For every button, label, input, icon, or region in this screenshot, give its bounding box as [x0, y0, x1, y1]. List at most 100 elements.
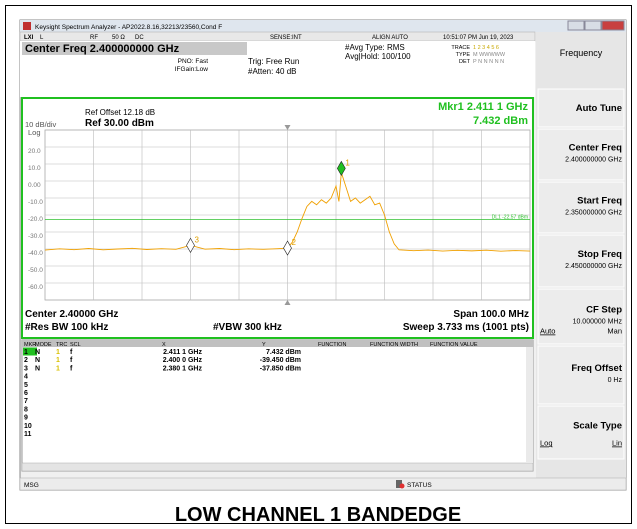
softkey-label: Center Freq: [569, 143, 623, 154]
vbw: #VBW 300 kHz: [213, 322, 282, 333]
y-tick-label: -60.0: [28, 284, 43, 291]
ifgain: IFGain:Low: [175, 66, 209, 73]
softkey-panel: Frequency Auto Tune Center Freq 2.400000000…: [536, 32, 626, 478]
table-cell: 5: [24, 382, 28, 389]
avg-type: #Avg Type: RMS: [345, 43, 405, 52]
toolbar-item: RF: [90, 35, 98, 41]
softkey-value: 2.350000000 GHz: [565, 210, 622, 217]
column-header: FUNCTION WIDTH: [370, 342, 418, 348]
table-cell: 9: [24, 415, 28, 422]
table-cell: f: [70, 357, 73, 364]
center-freq: Center Freq 2.400000000 GHz: [25, 43, 180, 55]
y-tick-label: 0.00: [28, 182, 41, 189]
softkey-value: 2.400000000 GHz: [565, 157, 622, 164]
column-header: FUNCTION: [318, 342, 346, 348]
status-icon: [396, 480, 402, 488]
y-tick-label: 20.0: [28, 148, 41, 155]
softkey[interactable]: [537, 234, 625, 288]
table-cell: 1: [56, 349, 60, 356]
column-header: SCL: [70, 342, 81, 348]
toolbar-item: L: [40, 35, 44, 41]
status[interactable]: STATUS: [407, 482, 432, 489]
softkey[interactable]: [537, 181, 625, 234]
rbw: #Res BW 100 kHz: [25, 322, 108, 333]
det-label: DET: [459, 59, 471, 65]
window-title: Keysight Spectrum Analyzer - AP2022.8.16…: [35, 24, 222, 31]
type-values: M WWWWW: [473, 52, 506, 58]
table-cell: 8: [24, 406, 28, 413]
toolbar-item: SENSE:INT: [270, 35, 302, 41]
toolbar-item: 50 Ω: [112, 35, 125, 41]
softkey-label: Stop Freq: [578, 249, 623, 260]
marker-level: 7.432 dBm: [473, 115, 528, 127]
table-cell: 3: [24, 365, 28, 372]
table-cell: 7.432 dBm: [266, 349, 301, 356]
softkey[interactable]: [537, 288, 625, 345]
softkey-value: 2.450000000 GHz: [565, 263, 622, 270]
plot: 20.0 10.0 0.00 -10.0 -20.0 -30.0 -40.0 -50.0 -60…: [28, 125, 531, 305]
status-icon-alert: [399, 483, 405, 489]
softkey[interactable]: [537, 128, 625, 181]
close-button[interactable]: [601, 20, 625, 31]
softkey-option[interactable]: Log: [540, 439, 553, 448]
marker-label: 1: [345, 158, 350, 167]
table-cell: 2: [24, 357, 28, 364]
table-cell: 2.400 0 GHz: [163, 357, 203, 364]
center-label: Center 2.40000 GHz: [25, 309, 118, 320]
scale-type: Log: [28, 128, 41, 137]
column-header: Y: [262, 342, 266, 348]
toolbar-item: LXI: [24, 35, 34, 41]
table-header: [22, 340, 533, 347]
graph-frame: [21, 97, 534, 339]
toolbar-item: 10:51:07 PM Jun 19, 2023: [443, 35, 514, 41]
softkey-option[interactable]: Man: [607, 327, 622, 336]
softkey-value: 0 Hz: [608, 377, 623, 384]
toolbar-item: ALIGN AUTO: [372, 35, 408, 41]
trace-label: TRACE: [451, 45, 470, 51]
softkey-option[interactable]: Auto: [540, 327, 555, 336]
scrollbar[interactable]: [21, 462, 534, 472]
table-cell: N: [35, 357, 40, 364]
avg-hold: Avg|Hold: 100/100: [345, 52, 411, 61]
maximize-button[interactable]: [584, 20, 602, 31]
marker-readout: Mkr1 2.411 1 GHz: [438, 101, 528, 113]
table-cell: 2.411 1 GHz: [163, 349, 202, 356]
app-icon: [23, 22, 31, 30]
softkey-value: 10.000000 MHz: [573, 319, 623, 326]
table-cell: 1: [56, 357, 60, 364]
minimize-button[interactable]: [567, 20, 585, 31]
span: Span 100.0 MHz: [453, 309, 529, 320]
y-tick-label: 10.0: [28, 165, 41, 172]
softkey[interactable]: [537, 405, 625, 460]
table-cell: -39.450 dBm: [260, 357, 301, 364]
det-values: P N N N N N: [473, 59, 504, 65]
trace: [44, 172, 531, 252]
softkey[interactable]: [537, 345, 625, 405]
trace-values: 1 2 3 4 5 6: [473, 45, 499, 51]
table-cell: 11: [24, 431, 32, 438]
row-highlight: [23, 347, 37, 356]
table-cell: 2.380 1 GHz: [163, 365, 203, 372]
v-scrollbar[interactable]: [526, 347, 533, 463]
softkey-option[interactable]: Lin: [612, 439, 622, 448]
column-header: MODE: [35, 342, 52, 348]
center-freq-box: [22, 42, 247, 55]
column-header: FUNCTION VALUE: [430, 342, 478, 348]
type-label: TYPE: [456, 52, 471, 58]
table-cell: f: [70, 365, 73, 372]
display-line-label: DL1 -22.57 dBm: [492, 214, 528, 220]
softkey-label: CF Step: [586, 305, 622, 316]
pno: PNO: Fast: [178, 58, 209, 65]
caption: LOW CHANNEL 1 BANDEDGE: [175, 504, 461, 526]
table-cell: 7: [24, 398, 28, 405]
y-tick-label: -10.0: [28, 199, 43, 206]
softkey[interactable]: [537, 88, 625, 128]
column-header: TRC: [56, 342, 67, 348]
status-bar: [19, 477, 627, 491]
ref-level: Ref 30.00 dBm: [85, 118, 154, 129]
marker: [283, 240, 292, 256]
msg: MSG: [24, 482, 39, 489]
marker-label: 3: [195, 235, 200, 244]
table-cell: 1: [56, 365, 60, 372]
